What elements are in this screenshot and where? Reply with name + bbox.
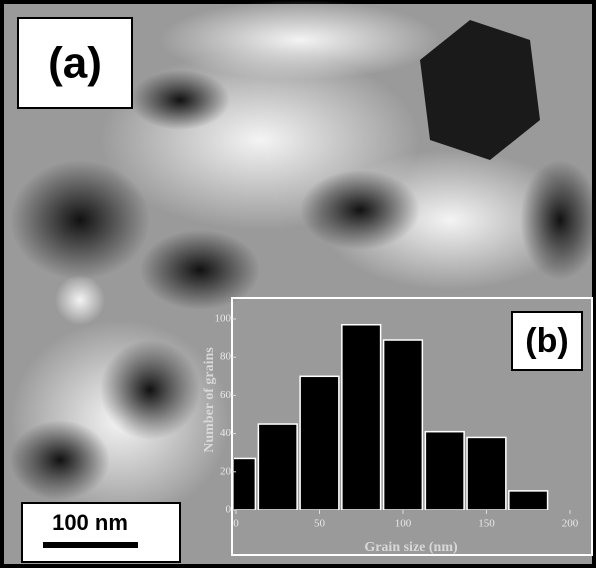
- x-tick-label: 150: [478, 518, 495, 530]
- histogram: 0 50 100 150 200 0 20 40 60 80 100: [215, 313, 579, 530]
- y-tick-label: 20: [220, 465, 232, 477]
- panel-a-label-box: (a): [17, 17, 133, 109]
- bar: [234, 457, 257, 510]
- bar: [257, 423, 298, 510]
- x-axis-label: Grain size (nm): [364, 540, 458, 555]
- bar: [382, 339, 424, 510]
- y-tick-label: 80: [220, 351, 232, 363]
- y-tick-label: 0: [226, 504, 232, 516]
- bar: [424, 430, 465, 510]
- x-tick-label: 100: [395, 518, 412, 530]
- y-tick-label: 100: [215, 313, 232, 325]
- bar: [299, 375, 340, 510]
- y-tick-label: 60: [220, 389, 232, 401]
- x-tick-label: 0: [233, 518, 239, 530]
- x-tick-label: 200: [562, 518, 579, 530]
- bar: [508, 490, 549, 510]
- scale-bar-box: 100 nm: [21, 502, 181, 563]
- bar: [341, 323, 382, 510]
- panel-label: (a): [48, 39, 102, 88]
- panel-b-label-box: (b): [511, 311, 583, 371]
- bars: [234, 323, 549, 510]
- panel-label: (b): [525, 322, 568, 360]
- scale-bar: [43, 542, 138, 548]
- bar: [466, 436, 507, 510]
- x-tick-label: 50: [314, 518, 326, 530]
- y-tick-label: 40: [220, 427, 232, 439]
- y-axis-label: Number of grains: [202, 347, 217, 453]
- inset-frame: [231, 297, 593, 556]
- scale-bar-label: 100 nm: [52, 510, 128, 535]
